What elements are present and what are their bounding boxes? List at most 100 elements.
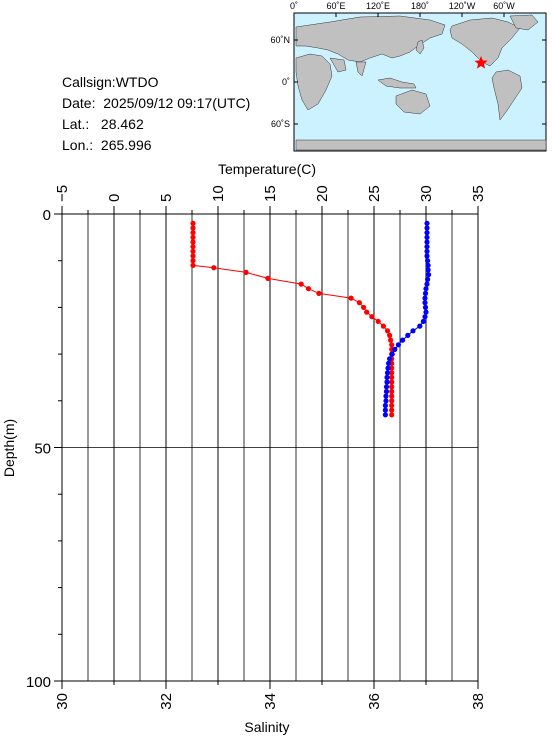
salinity-data-point [422, 304, 429, 310]
land-north-america [449, 17, 521, 67]
date-label: Date: [62, 95, 96, 111]
map-top-label: 120˚W [449, 1, 476, 11]
salinity-tick-label: 34 [262, 693, 279, 710]
temperature-data-point [316, 290, 322, 296]
salinity-tick-label: 38 [470, 693, 487, 710]
temperature-data-point [190, 258, 196, 264]
temperature-tick-label: 5 [158, 194, 175, 202]
salinity-data-point [400, 337, 406, 343]
temperature-data-point [190, 220, 196, 226]
temperature-tick-label: 15 [262, 185, 279, 202]
callsign-value: WTDO [115, 74, 159, 90]
salinity-data-point [423, 309, 429, 315]
temperature-data-point [389, 407, 395, 413]
lon-value: 265.996 [100, 137, 152, 153]
salinity-data-point [422, 314, 428, 320]
salinity-tick-label: 36 [366, 693, 383, 710]
salinity-data-point [424, 234, 430, 240]
salinity-data-point [424, 253, 430, 259]
salinity-data-point [410, 328, 416, 334]
temperature-data-point [190, 239, 196, 245]
temperature-data-point [389, 402, 395, 409]
salinity-data-point [387, 356, 393, 362]
lon-row: Lon.: 265.996 [62, 135, 250, 156]
salinity-data-point [384, 370, 391, 376]
map-top-label: 60˚E [326, 1, 345, 11]
temperature-tick-label: 20 [314, 185, 331, 202]
date-row: Date: 2025/09/12 09:17(UTC) [62, 93, 250, 114]
land-arabia-india [329, 57, 367, 77]
temperature-data-point [211, 265, 217, 271]
callsign-label: Callsign: [62, 74, 116, 90]
temperature-data-point [389, 342, 395, 348]
salinity-axis-title: Salinity [244, 719, 289, 735]
map-top-label: 180˚ [411, 1, 429, 11]
temperature-profile-line [192, 223, 393, 415]
world-map: 0˚ 60˚E 120˚E 180˚ 120˚W 60˚W 60˚N 0˚ 60… [270, 1, 547, 152]
temperature-data-point [388, 337, 394, 343]
salinity-data-point [383, 398, 389, 404]
map-land [295, 14, 547, 151]
salinity-data-point [386, 360, 392, 366]
salinity-data-point [392, 346, 398, 352]
salinity-data-point [383, 388, 390, 395]
map-ticks [293, 13, 547, 125]
salinity-data-point [382, 402, 388, 409]
temperature-data-point [190, 225, 196, 231]
temperature-data-point [389, 388, 395, 395]
temperature-data-point [389, 370, 395, 376]
depth-tick-label: 50 [34, 441, 51, 458]
salinity-data-point [382, 412, 388, 418]
salinity-data-point [383, 384, 390, 390]
land-antarctica [295, 139, 547, 151]
temperature-axis-title: Temperature(C) [218, 161, 316, 177]
salinity-data-point [424, 281, 430, 287]
salinity-data-point [422, 300, 428, 306]
station-info: Callsign:WTDO Date: 2025/09/12 09:17(UTC… [62, 72, 250, 156]
salinity-data-point [424, 230, 430, 236]
salinity-data-point [425, 267, 431, 273]
temperature-data-point [356, 300, 362, 306]
map-side-label: 0˚ [282, 77, 290, 87]
salinity-data-point [425, 258, 431, 264]
land-africa [295, 53, 333, 111]
salinity-data-point [424, 244, 430, 250]
map-top-label: 120˚E [366, 1, 390, 11]
land-japan [415, 39, 425, 55]
salinity-tick-label: 30 [54, 693, 71, 710]
temperature-data-point [190, 248, 196, 254]
salinity-data-point [384, 379, 390, 385]
map-top-label: 0˚ [290, 1, 298, 11]
temperature-data-point [190, 234, 196, 240]
map-top-label: 60˚W [493, 1, 515, 11]
temperature-data-point [389, 374, 395, 380]
temperature-data-point [190, 262, 196, 268]
temperature-tick-label: 25 [366, 185, 383, 202]
temperature-data-point [389, 379, 395, 385]
temperature-data-point [389, 393, 395, 399]
salinity-data-point [422, 290, 429, 296]
temperature-data-point [364, 309, 370, 315]
salinity-data-point [417, 323, 423, 329]
salinity-data-point [425, 276, 431, 282]
salinity-data-point [385, 365, 391, 371]
land-greenland [509, 14, 539, 31]
temperature-data-point [348, 295, 354, 301]
salinity-data-point [426, 272, 432, 278]
map-side-label: 60˚N [270, 35, 290, 45]
temperature-data-point [384, 328, 391, 334]
temperature-data-point [305, 286, 312, 292]
land-south-america [491, 69, 523, 121]
temperature-data-point [375, 318, 381, 324]
temperature-data-point [389, 398, 395, 404]
temperature-tick-label: 10 [210, 185, 227, 202]
temperature-tick-label: 35 [470, 185, 487, 202]
temperature-data-point [243, 269, 249, 275]
salinity-data-point [424, 248, 430, 254]
temperature-data-point [389, 384, 395, 390]
depth-axis-title: Depth(m) [1, 419, 17, 477]
temperature-tick-label: 30 [418, 185, 435, 202]
grid [62, 214, 478, 681]
